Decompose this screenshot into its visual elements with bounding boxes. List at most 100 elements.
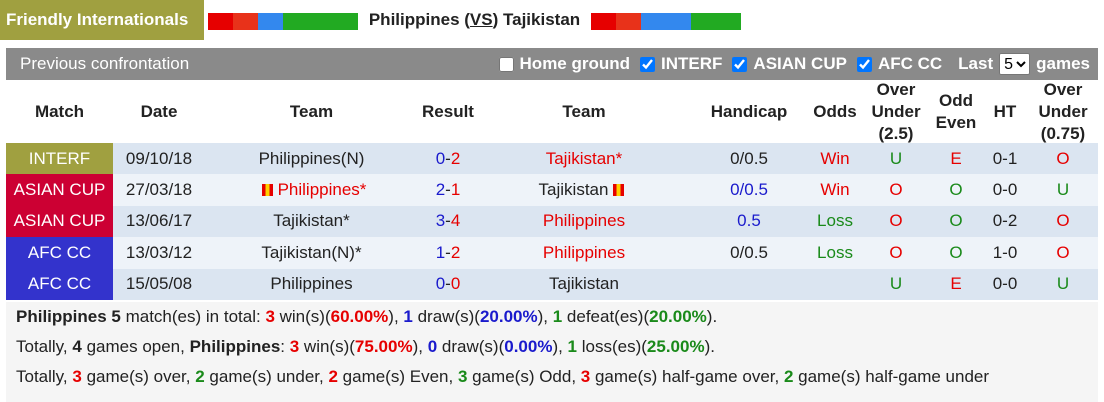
home-cell: Philippines(N) xyxy=(205,143,418,175)
match-cell: INTERF xyxy=(6,143,113,175)
away-cell: Tajikistan* xyxy=(478,143,690,175)
table-row: ASIAN CUP 13/06/17 Tajikistan* 3-4 Philippin… xyxy=(6,205,1098,238)
column-header: Date xyxy=(140,101,178,121)
summary-text: 0 xyxy=(427,337,438,356)
away-score: 4 xyxy=(450,211,461,231)
summary-line: Philippines 5 match(es) in total: 3 win(… xyxy=(6,302,1098,332)
column-header: Over Under (2.5) xyxy=(871,79,921,143)
summary-text: 3 xyxy=(265,307,275,326)
away-team: Tajikistan xyxy=(549,274,619,294)
column-header: Over Under (0.75) xyxy=(1038,79,1088,143)
score-separator: - xyxy=(445,211,451,231)
handicap-cell xyxy=(690,268,808,300)
games-select[interactable]: 5 xyxy=(999,53,1031,75)
home-team: Philippines xyxy=(368,10,460,29)
last-games: Last 5 games xyxy=(958,53,1090,75)
games-label: games xyxy=(1036,54,1090,73)
summary-text: 5 xyxy=(106,307,121,326)
odds: Loss xyxy=(817,242,853,262)
away-team: Philippines xyxy=(542,242,626,262)
match-cell: ASIAN CUP xyxy=(6,205,113,238)
filter-checkbox[interactable] xyxy=(640,56,656,72)
home-team: Philippines* xyxy=(277,180,367,200)
filter-checkbox[interactable] xyxy=(856,56,872,72)
half-time: 0-2 xyxy=(992,211,1018,231)
summary-text: 20.00% xyxy=(479,307,538,326)
column-header: Result xyxy=(422,101,474,121)
away-cell: Tajikistan xyxy=(478,174,690,206)
summary-text: : xyxy=(280,337,290,356)
odd-even: O xyxy=(949,242,963,262)
home-score: 3 xyxy=(435,211,446,231)
odd-even-cell: E xyxy=(930,143,982,175)
summary-text: 3 xyxy=(72,367,82,386)
column-header: Handicap xyxy=(710,101,788,121)
date-cell: 27/03/18 xyxy=(113,174,205,206)
result-cell: 0-2 xyxy=(418,143,478,175)
column-header: Odd Even xyxy=(935,90,977,132)
handicap: 0.5 xyxy=(737,211,761,231)
filter: AFC CC xyxy=(856,54,943,74)
summary-text: 25.00% xyxy=(646,337,705,356)
summary-text: game(s) half-game over, xyxy=(590,367,784,386)
half-time: 0-1 xyxy=(992,148,1018,168)
summary-text: Totally, xyxy=(16,367,73,386)
league-title: Friendly Internationals xyxy=(0,0,204,40)
table-row: INTERF 09/10/18 Philippines(N) 0-2 Tajikista… xyxy=(6,143,1098,175)
filter-checkbox[interactable] xyxy=(732,56,748,72)
over-under-half: O xyxy=(1056,242,1070,262)
summary-text: win(s)( xyxy=(274,307,331,326)
home-cell: Tajikistan(N)* xyxy=(205,237,418,269)
summary-text: 1 xyxy=(552,307,563,326)
filter: Home ground xyxy=(498,54,630,74)
summary-text: Philippines xyxy=(189,337,281,356)
summary-text: draw(s)( xyxy=(437,337,505,356)
summary-text: game(s) Odd, xyxy=(467,367,581,386)
home-team: Tajikistan(N)* xyxy=(261,242,362,262)
home-cell: Tajikistan* xyxy=(205,205,418,238)
result-cell: 0-0 xyxy=(418,268,478,300)
date-cell: 13/03/12 xyxy=(113,237,205,269)
over-under-half: U xyxy=(1056,274,1070,294)
over-under-half-cell: O xyxy=(1028,205,1098,238)
home-score: 0 xyxy=(435,148,446,168)
table: Match Date Team Result Team Handicap Odds Over … xyxy=(6,80,1098,300)
table-row: ASIAN CUP 27/03/18 Philippines* 2-1 Tajikist… xyxy=(6,174,1098,206)
home-team: Philippines xyxy=(270,274,353,294)
date: 15/05/08 xyxy=(125,274,193,294)
handicap: 0/0.5 xyxy=(730,242,768,262)
odds-cell: Win xyxy=(808,143,862,175)
filter-label: AFC CC xyxy=(877,54,943,73)
summary: Philippines 5 match(es) in total: 3 win(… xyxy=(6,302,1098,402)
odds: Loss xyxy=(817,211,853,231)
summary-text: loss(es)( xyxy=(577,337,647,356)
table-row: AFC CC 13/03/12 Tajikistan(N)* 1-2 Philippin… xyxy=(6,237,1098,269)
last-label: Last xyxy=(958,54,994,73)
team-colors xyxy=(208,13,358,30)
over-under: O xyxy=(889,242,903,262)
odds-cell: Win xyxy=(808,174,862,206)
over-under: O xyxy=(889,180,903,200)
away-cell: Philippines xyxy=(478,205,690,238)
summary-text: 2 xyxy=(328,367,338,386)
over-under-half: U xyxy=(1056,180,1070,200)
summary-text: draw(s)( xyxy=(412,307,480,326)
summary-text: 75.00% xyxy=(354,337,413,356)
filter-checkbox[interactable] xyxy=(498,56,514,72)
summary-text: ), xyxy=(412,337,428,356)
handicap: 0/0.5 xyxy=(730,148,768,168)
over-under: U xyxy=(889,148,903,168)
away-team: Tajikistan* xyxy=(545,148,623,168)
handicap-cell: 0.5 xyxy=(690,205,808,238)
over-under-half-cell: U xyxy=(1028,268,1098,300)
home-cell: Philippines* xyxy=(205,174,418,206)
summary-text: 1 xyxy=(403,307,413,326)
date-cell: 13/06/17 xyxy=(113,205,205,238)
handicap-cell: 0/0.5 xyxy=(690,174,808,206)
odd-even: O xyxy=(949,180,963,200)
summary-text: ). xyxy=(706,307,718,326)
over-under: U xyxy=(889,274,903,294)
half-time: 1-0 xyxy=(992,242,1018,262)
ht-cell: 1-0 xyxy=(982,237,1028,269)
summary-text: 1 xyxy=(567,337,578,356)
